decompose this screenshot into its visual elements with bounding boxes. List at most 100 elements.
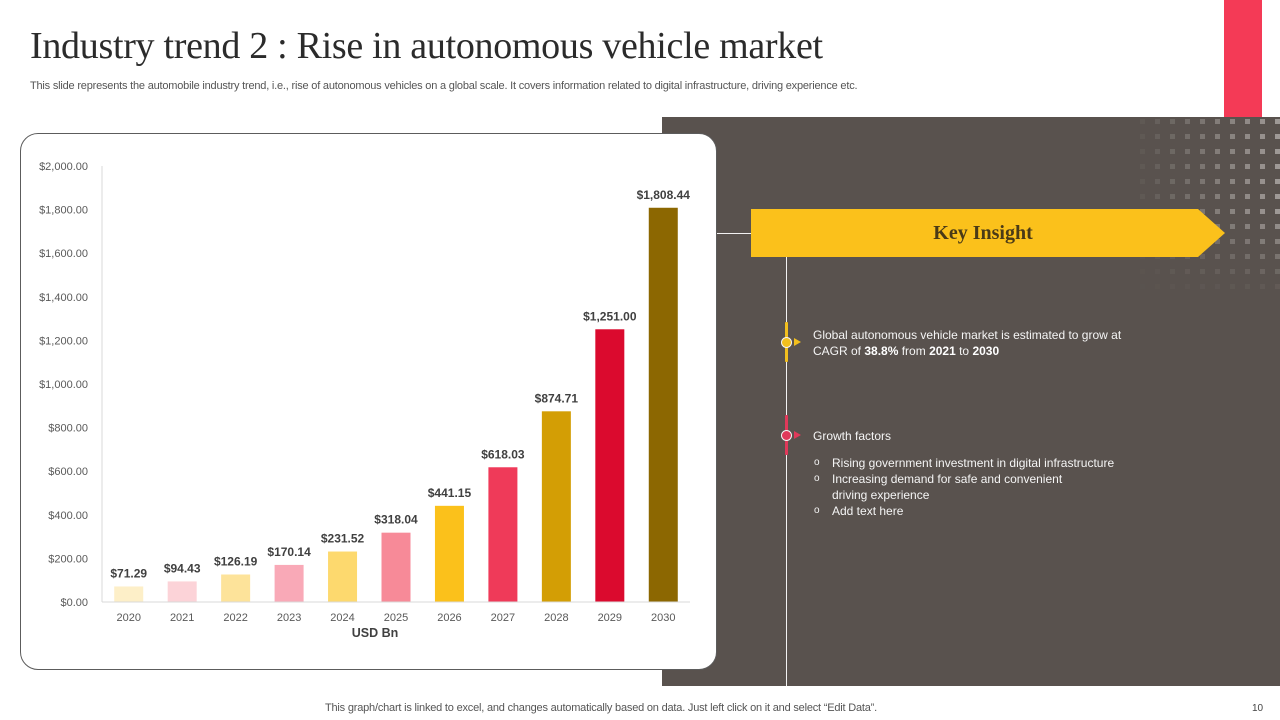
y-tick-label: $200.00 [48, 553, 88, 565]
pattern-dot [1155, 194, 1160, 199]
x-tick-label: 2030 [651, 612, 675, 624]
data-label: $1,808.44 [637, 188, 691, 202]
pattern-dot [1170, 269, 1175, 274]
pattern-dot [1200, 209, 1205, 214]
bar-2022[interactable] [221, 574, 251, 602]
bar-2028[interactable] [541, 411, 571, 602]
x-tick-label: 2028 [544, 612, 568, 624]
x-tick-label: 2027 [491, 612, 515, 624]
pattern-dot [1140, 119, 1145, 124]
data-label: $126.19 [214, 554, 258, 568]
y-axis: $0.00 $200.00 $400.00 $600.00 $800.00 $1,000.… [39, 161, 103, 609]
pattern-dot [1170, 164, 1175, 169]
pattern-dot [1185, 119, 1190, 124]
cagr-prefix: CAGR of [813, 344, 865, 358]
pattern-dot [1275, 134, 1280, 139]
pattern-dot [1140, 149, 1145, 154]
y-tick-label: $2,000.00 [39, 161, 88, 173]
pattern-dot [1230, 209, 1235, 214]
pattern-dot [1200, 149, 1205, 154]
pattern-dot [1170, 149, 1175, 154]
bar-2029[interactable] [595, 329, 625, 602]
pattern-dot [1215, 164, 1220, 169]
pattern-dot [1260, 194, 1265, 199]
bar-2025[interactable] [381, 532, 411, 602]
bar-2021[interactable] [167, 581, 197, 602]
y-tick-label: $1,200.00 [39, 335, 88, 347]
x-tick-label: 2029 [598, 612, 622, 624]
pattern-dot [1185, 164, 1190, 169]
bar-2020[interactable] [114, 586, 144, 602]
data-label: $874.71 [535, 391, 579, 405]
pattern-dot [1155, 134, 1160, 139]
pattern-dot [1260, 269, 1265, 274]
pattern-dot [1245, 284, 1250, 289]
pattern-dot [1200, 179, 1205, 184]
pattern-dot [1140, 164, 1145, 169]
connector-line [717, 233, 751, 234]
x-tick-label: 2022 [223, 612, 247, 624]
pattern-dot [1245, 269, 1250, 274]
pattern-dot [1155, 164, 1160, 169]
bar-2023[interactable] [274, 564, 304, 602]
cagr-year-to: 2030 [972, 344, 1000, 358]
pattern-dot [1215, 254, 1220, 259]
pattern-dot [1275, 239, 1280, 244]
pattern-dot [1245, 179, 1250, 184]
list-item: o Add text here [813, 503, 1114, 519]
pattern-dot [1185, 179, 1190, 184]
bar-2030[interactable] [648, 207, 678, 603]
pattern-dot [1185, 134, 1190, 139]
bullet-circle-icon: o [814, 505, 820, 516]
bullet-text: Rising government investment in digital … [832, 456, 1115, 470]
pattern-dot [1230, 149, 1235, 154]
pattern-dot [1245, 164, 1250, 169]
data-label: $71.29 [110, 566, 147, 580]
x-axis-title: USD Bn [352, 626, 399, 640]
pattern-dot [1140, 134, 1145, 139]
list-item: o Rising government investment in digita… [813, 455, 1114, 471]
pattern-dot [1230, 284, 1235, 289]
bars: $71.29 $94.43 $126.19 $170.14 $231.52 $318.04… [110, 188, 691, 603]
marker-dot-icon [781, 337, 792, 348]
data-label: $618.03 [481, 447, 525, 461]
pattern-dot [1185, 149, 1190, 154]
cagr-text-line2: CAGR of 38.8% from 2021 to 2030 [813, 343, 1121, 359]
pattern-dot [1260, 149, 1265, 154]
bar-2026[interactable] [434, 505, 464, 602]
marker-dot-icon [781, 430, 792, 441]
data-label: $1,251.00 [583, 309, 637, 323]
y-tick-label: $600.00 [48, 466, 88, 478]
accent-bar [1224, 0, 1262, 117]
cagr-insight-text: Global autonomous vehicle market is esti… [813, 327, 1121, 359]
pattern-dot [1275, 194, 1280, 199]
pattern-dot [1200, 284, 1205, 289]
pattern-dot [1215, 269, 1220, 274]
x-tick-label: 2026 [437, 612, 461, 624]
pattern-dot [1245, 239, 1250, 244]
pattern-dot [1275, 179, 1280, 184]
pattern-dot [1230, 119, 1235, 124]
pattern-dot [1215, 194, 1220, 199]
data-label: $94.43 [164, 561, 201, 575]
pattern-dot [1185, 269, 1190, 274]
x-tick-label: 2025 [384, 612, 408, 624]
pattern-dot [1275, 284, 1280, 289]
timeline-line [786, 257, 787, 686]
cagr-from: from [898, 344, 930, 358]
y-tick-label: $1,000.00 [39, 379, 88, 391]
pattern-dot [1230, 164, 1235, 169]
bar-2024[interactable] [328, 551, 358, 602]
y-tick-label: $0.00 [60, 597, 88, 609]
y-tick-label: $1,800.00 [39, 205, 88, 217]
pattern-dot [1245, 194, 1250, 199]
pattern-dot [1200, 194, 1205, 199]
marker-arrow-icon [794, 338, 801, 346]
bar-2027[interactable] [488, 467, 518, 602]
x-tick-label: 2021 [170, 612, 194, 624]
pattern-dot [1275, 209, 1280, 214]
pattern-dot [1275, 269, 1280, 274]
pattern-dot [1155, 119, 1160, 124]
pattern-dot [1230, 224, 1235, 229]
